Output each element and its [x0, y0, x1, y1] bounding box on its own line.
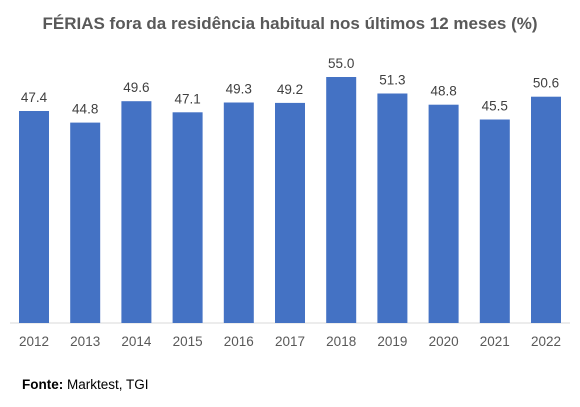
x-tick-2021: 2021 — [480, 334, 510, 349]
x-tick-2019: 2019 — [377, 334, 407, 349]
source-text: Marktest, TGI — [63, 377, 149, 392]
data-label-2014: 49.6 — [123, 80, 149, 95]
x-tick-2017: 2017 — [275, 334, 305, 349]
bar-2020 — [428, 104, 459, 323]
bar-2017 — [275, 102, 305, 324]
x-tick-2016: 2016 — [224, 334, 254, 349]
bar-2021 — [479, 119, 510, 323]
bar-2012 — [19, 111, 49, 323]
data-label-2021: 45.5 — [482, 99, 508, 114]
x-tick-2014: 2014 — [121, 334, 152, 349]
source-note: Fonte: Marktest, TGI — [22, 377, 149, 392]
source-label: Fonte: — [22, 377, 64, 392]
x-tick-2013: 2013 — [70, 334, 100, 349]
data-label-2017: 49.2 — [277, 82, 303, 97]
bar-2019 — [377, 93, 408, 323]
chart-title: FÉRIAS fora da residência habitual nos ú… — [42, 14, 538, 33]
bar-2013 — [70, 122, 101, 323]
bar-2016 — [223, 102, 254, 323]
x-tick-2022: 2022 — [531, 334, 561, 349]
data-label-2013: 44.8 — [72, 102, 98, 117]
data-label-2018: 55.0 — [328, 56, 354, 71]
bar-2015 — [172, 112, 203, 323]
data-label-2012: 47.4 — [21, 90, 48, 105]
x-tick-2018: 2018 — [326, 334, 356, 349]
data-label-2020: 48.8 — [430, 84, 456, 99]
bar-2018 — [326, 77, 357, 323]
data-label-2015: 47.1 — [174, 91, 200, 106]
data-label-2022: 50.6 — [533, 76, 559, 91]
bar-2014 — [121, 101, 152, 323]
x-tick-2015: 2015 — [173, 334, 203, 349]
bar-2022 — [531, 96, 561, 323]
data-label-2019: 51.3 — [379, 73, 405, 88]
x-tick-2020: 2020 — [429, 334, 459, 349]
x-tick-2012: 2012 — [19, 334, 49, 349]
data-label-2016: 49.3 — [226, 82, 252, 97]
